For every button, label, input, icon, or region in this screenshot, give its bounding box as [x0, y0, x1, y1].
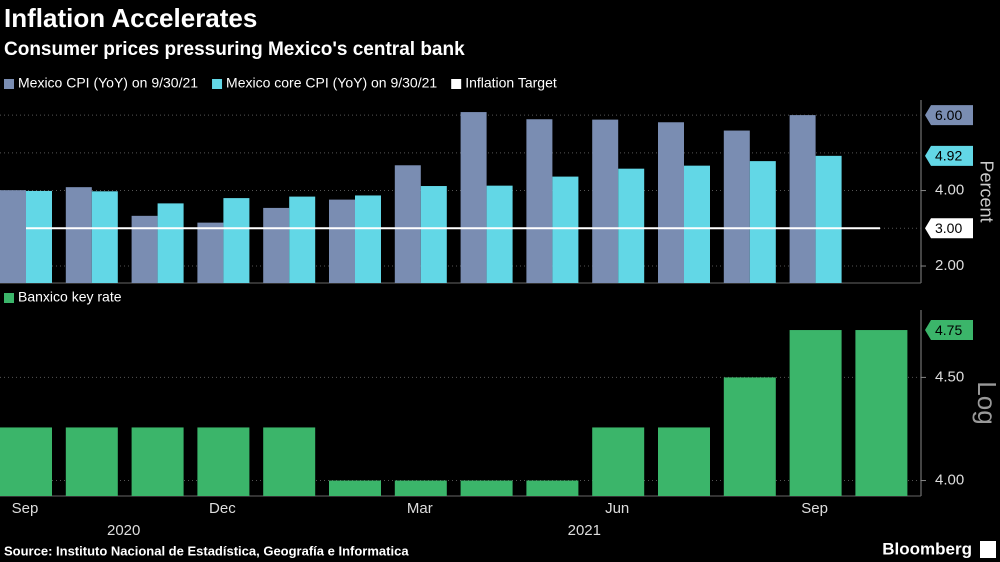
target-label: 3.00 [935, 220, 962, 236]
bar [658, 427, 710, 496]
x-tick-label: Sep [801, 500, 828, 517]
chart-subtitle: Consumer prices pressuring Mexico's cent… [4, 39, 465, 60]
bar [394, 165, 421, 283]
last-value-label-box [925, 145, 973, 166]
last-value-label: 4.92 [935, 148, 962, 164]
bar [526, 119, 553, 283]
bar [723, 130, 750, 283]
legend-swatch [4, 293, 14, 303]
bar [197, 222, 224, 283]
brand: Bloomberg [882, 539, 972, 558]
bar [91, 191, 118, 283]
bar [65, 427, 118, 496]
bar [223, 198, 250, 283]
last-value-label-box [925, 105, 973, 126]
last-value-label-box [925, 320, 973, 341]
y-tick-label: 4.00 [935, 182, 964, 199]
bar [723, 377, 776, 496]
legend-swatch [4, 79, 14, 89]
bar [460, 112, 487, 284]
bar [289, 196, 316, 283]
bar [855, 330, 908, 496]
bar [0, 427, 52, 496]
bar [526, 480, 579, 496]
bar [394, 480, 447, 496]
y-axis-label: Percent [976, 160, 996, 222]
y-tick-label: 4.00 [935, 472, 964, 489]
bar [329, 199, 355, 283]
bar [197, 427, 250, 496]
legend-swatch [212, 79, 223, 89]
chart-title: Inflation Accelerates [4, 3, 257, 33]
bar [592, 427, 645, 496]
bar [329, 480, 381, 496]
bar [263, 207, 290, 283]
last-value-label: 6.00 [935, 107, 962, 123]
bar [460, 480, 513, 496]
bar [552, 176, 579, 283]
bar [355, 195, 381, 283]
bar [658, 122, 684, 283]
bar [26, 190, 52, 283]
bar [749, 161, 776, 283]
bar [65, 187, 92, 283]
bar [684, 165, 710, 283]
x-tick-label: Dec [209, 500, 236, 517]
x-group-label: 2020 [107, 522, 140, 539]
bar [592, 119, 619, 283]
bar [815, 155, 842, 283]
y-tick-label: 4.50 [935, 368, 964, 385]
bar [157, 203, 184, 283]
legend-label: Inflation Target [465, 75, 557, 91]
source: Source: Instituto Nacional de Estadístic… [4, 543, 409, 558]
legend-label: Mexico CPI (YoY) on 9/30/21 [18, 75, 198, 91]
y-tick-label: 2.00 [935, 257, 964, 274]
legend-label: Banxico key rate [18, 289, 122, 305]
last-value-label: 4.75 [935, 322, 962, 338]
bar [420, 186, 447, 283]
bar [131, 427, 184, 496]
target-label-box [925, 218, 973, 239]
legend-swatch [451, 79, 462, 89]
bar [618, 168, 645, 283]
brand-icon [980, 541, 996, 558]
legend-label: Mexico core CPI (YoY) on 9/30/21 [226, 75, 437, 91]
bar [789, 330, 842, 496]
bar [263, 427, 316, 496]
x-tick-label: Sep [12, 500, 39, 517]
bar [0, 190, 26, 283]
x-tick-label: Jun [605, 500, 629, 517]
x-group-label: 2021 [568, 522, 601, 539]
bar [486, 185, 513, 283]
bar [131, 215, 158, 283]
x-tick-label: Mar [407, 500, 433, 517]
bar [789, 115, 816, 284]
y-axis-label: Log [972, 381, 1000, 424]
